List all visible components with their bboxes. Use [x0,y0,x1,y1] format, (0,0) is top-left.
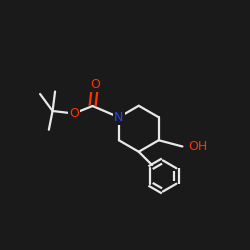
Text: N: N [114,111,124,124]
Text: OH: OH [188,140,207,153]
Text: O: O [69,107,79,120]
Text: O: O [90,78,100,91]
